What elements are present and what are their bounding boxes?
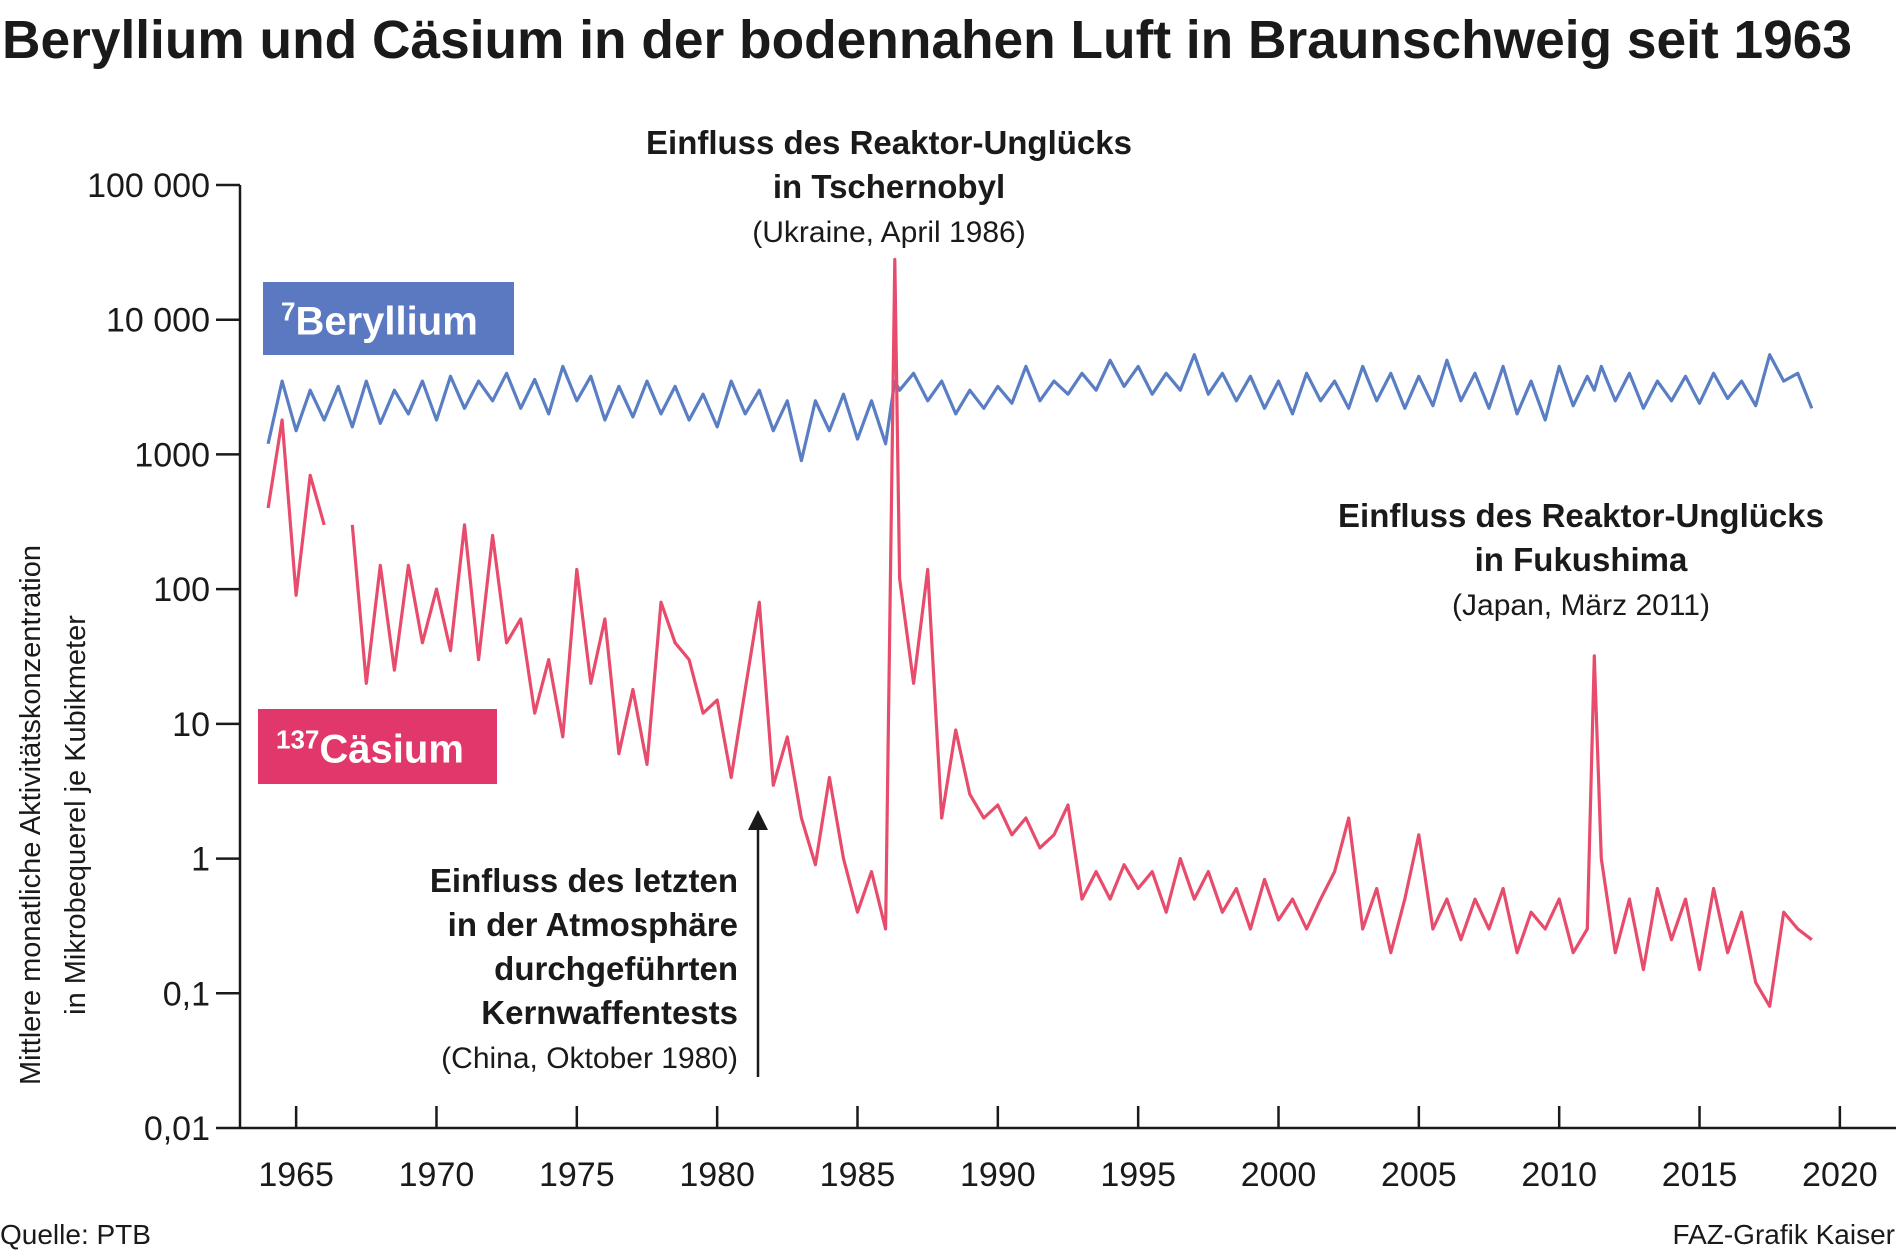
- source: Quelle: PTB: [0, 1219, 151, 1250]
- y-tick-label: 10 000: [106, 302, 210, 340]
- legend-mass-number: 7: [281, 297, 295, 327]
- annotation-note: (China, Oktober 1980): [441, 1042, 738, 1075]
- annotation-line: in der Atmosphäre: [448, 906, 738, 943]
- y-tick-label: 100: [153, 571, 210, 609]
- x-tick-label: 2020: [1802, 1156, 1878, 1194]
- x-tick-label: 1965: [258, 1156, 334, 1194]
- annotation-line: Einfluss des Reaktor-Unglücks: [646, 124, 1132, 161]
- annotation-line: in Fukushima: [1475, 541, 1688, 578]
- legend-label: 7Beryllium: [281, 297, 478, 344]
- y-tick-label: 0,1: [163, 975, 210, 1013]
- annotation-line: Einfluss des Reaktor-Unglücks: [1338, 497, 1824, 534]
- series-line: [266, 257, 1813, 1008]
- y-tick-label: 0,01: [144, 1110, 210, 1148]
- annotation-line: durchgeführten: [494, 950, 738, 987]
- legend-name: Cäsium: [319, 728, 464, 772]
- y-tick-label: 10: [172, 706, 210, 744]
- legend-label: 137Cäsium: [276, 725, 464, 772]
- annotation-line: Einfluss des letzten: [430, 862, 738, 899]
- y-label-line: Mittlere monatliche Aktivitätskonzentrat…: [15, 545, 47, 1085]
- y-axis-label: Mittlere monatliche Aktivitätskonzentrat…: [15, 545, 92, 1085]
- annotation-line: Kernwaffentests: [481, 994, 738, 1031]
- x-tick-label: 2000: [1241, 1156, 1317, 1194]
- legend-box: [263, 282, 514, 355]
- y-tick-label: 1: [191, 841, 210, 879]
- x-tick-label: 1990: [960, 1156, 1036, 1194]
- chart-title: Beryllium und Cäsium in der bodennahen L…: [2, 10, 1852, 70]
- credit: FAZ-Grafik Kaiser: [1673, 1219, 1895, 1250]
- x-tick-label: 1995: [1100, 1156, 1176, 1194]
- y-label-line: in Mikrobequerel je Kubikmeter: [60, 615, 92, 1015]
- legend-name: Beryllium: [295, 300, 477, 344]
- annotation-note: (Ukraine, April 1986): [752, 216, 1025, 249]
- y-tick-label: 1000: [134, 436, 210, 474]
- x-tick-label: 2005: [1381, 1156, 1457, 1194]
- arrow-head: [748, 810, 768, 830]
- x-tick-label: 1985: [820, 1156, 896, 1194]
- y-tick-label: 100 000: [87, 167, 210, 205]
- legend-box: [258, 709, 497, 784]
- x-tick-label: 2010: [1521, 1156, 1597, 1194]
- x-tick-label: 2015: [1662, 1156, 1738, 1194]
- annotation-note: (Japan, März 2011): [1452, 589, 1710, 622]
- annotation-line: in Tschernobyl: [773, 168, 1005, 205]
- legend-mass-number: 137: [276, 725, 319, 755]
- x-tick-label: 1975: [539, 1156, 615, 1194]
- x-tick-label: 1970: [399, 1156, 475, 1194]
- series-line: [266, 353, 1814, 463]
- x-tick-label: 1980: [679, 1156, 755, 1194]
